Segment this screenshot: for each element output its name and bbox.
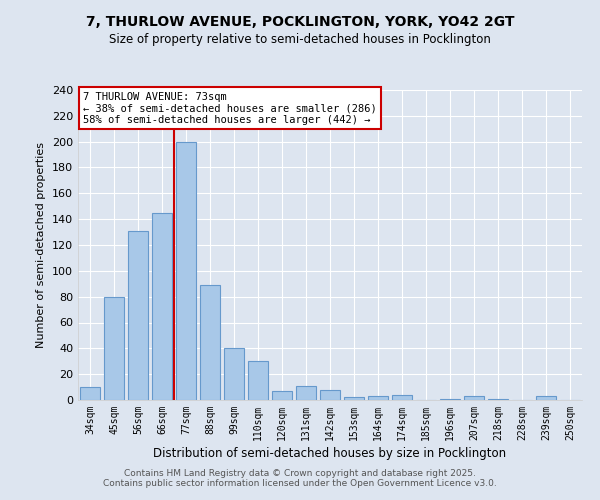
Bar xyxy=(320,390,340,400)
Bar xyxy=(488,398,508,400)
Bar xyxy=(104,296,124,400)
Bar xyxy=(176,142,196,400)
Text: Contains HM Land Registry data © Crown copyright and database right 2025.: Contains HM Land Registry data © Crown c… xyxy=(124,468,476,477)
Text: 7, THURLOW AVENUE, POCKLINGTON, YORK, YO42 2GT: 7, THURLOW AVENUE, POCKLINGTON, YORK, YO… xyxy=(86,15,514,29)
Text: 7 THURLOW AVENUE: 73sqm
← 38% of semi-detached houses are smaller (286)
58% of s: 7 THURLOW AVENUE: 73sqm ← 38% of semi-de… xyxy=(83,92,377,124)
Bar xyxy=(248,361,268,400)
Bar xyxy=(392,395,412,400)
Bar xyxy=(440,398,460,400)
Bar xyxy=(152,212,172,400)
Bar xyxy=(368,396,388,400)
Bar xyxy=(224,348,244,400)
Bar xyxy=(272,391,292,400)
Bar xyxy=(464,396,484,400)
Bar xyxy=(344,398,364,400)
X-axis label: Distribution of semi-detached houses by size in Pocklington: Distribution of semi-detached houses by … xyxy=(154,447,506,460)
Text: Size of property relative to semi-detached houses in Pocklington: Size of property relative to semi-detach… xyxy=(109,32,491,46)
Text: Contains public sector information licensed under the Open Government Licence v3: Contains public sector information licen… xyxy=(103,478,497,488)
Y-axis label: Number of semi-detached properties: Number of semi-detached properties xyxy=(37,142,46,348)
Bar xyxy=(128,231,148,400)
Bar xyxy=(200,285,220,400)
Bar xyxy=(296,386,316,400)
Bar xyxy=(536,396,556,400)
Bar xyxy=(80,387,100,400)
